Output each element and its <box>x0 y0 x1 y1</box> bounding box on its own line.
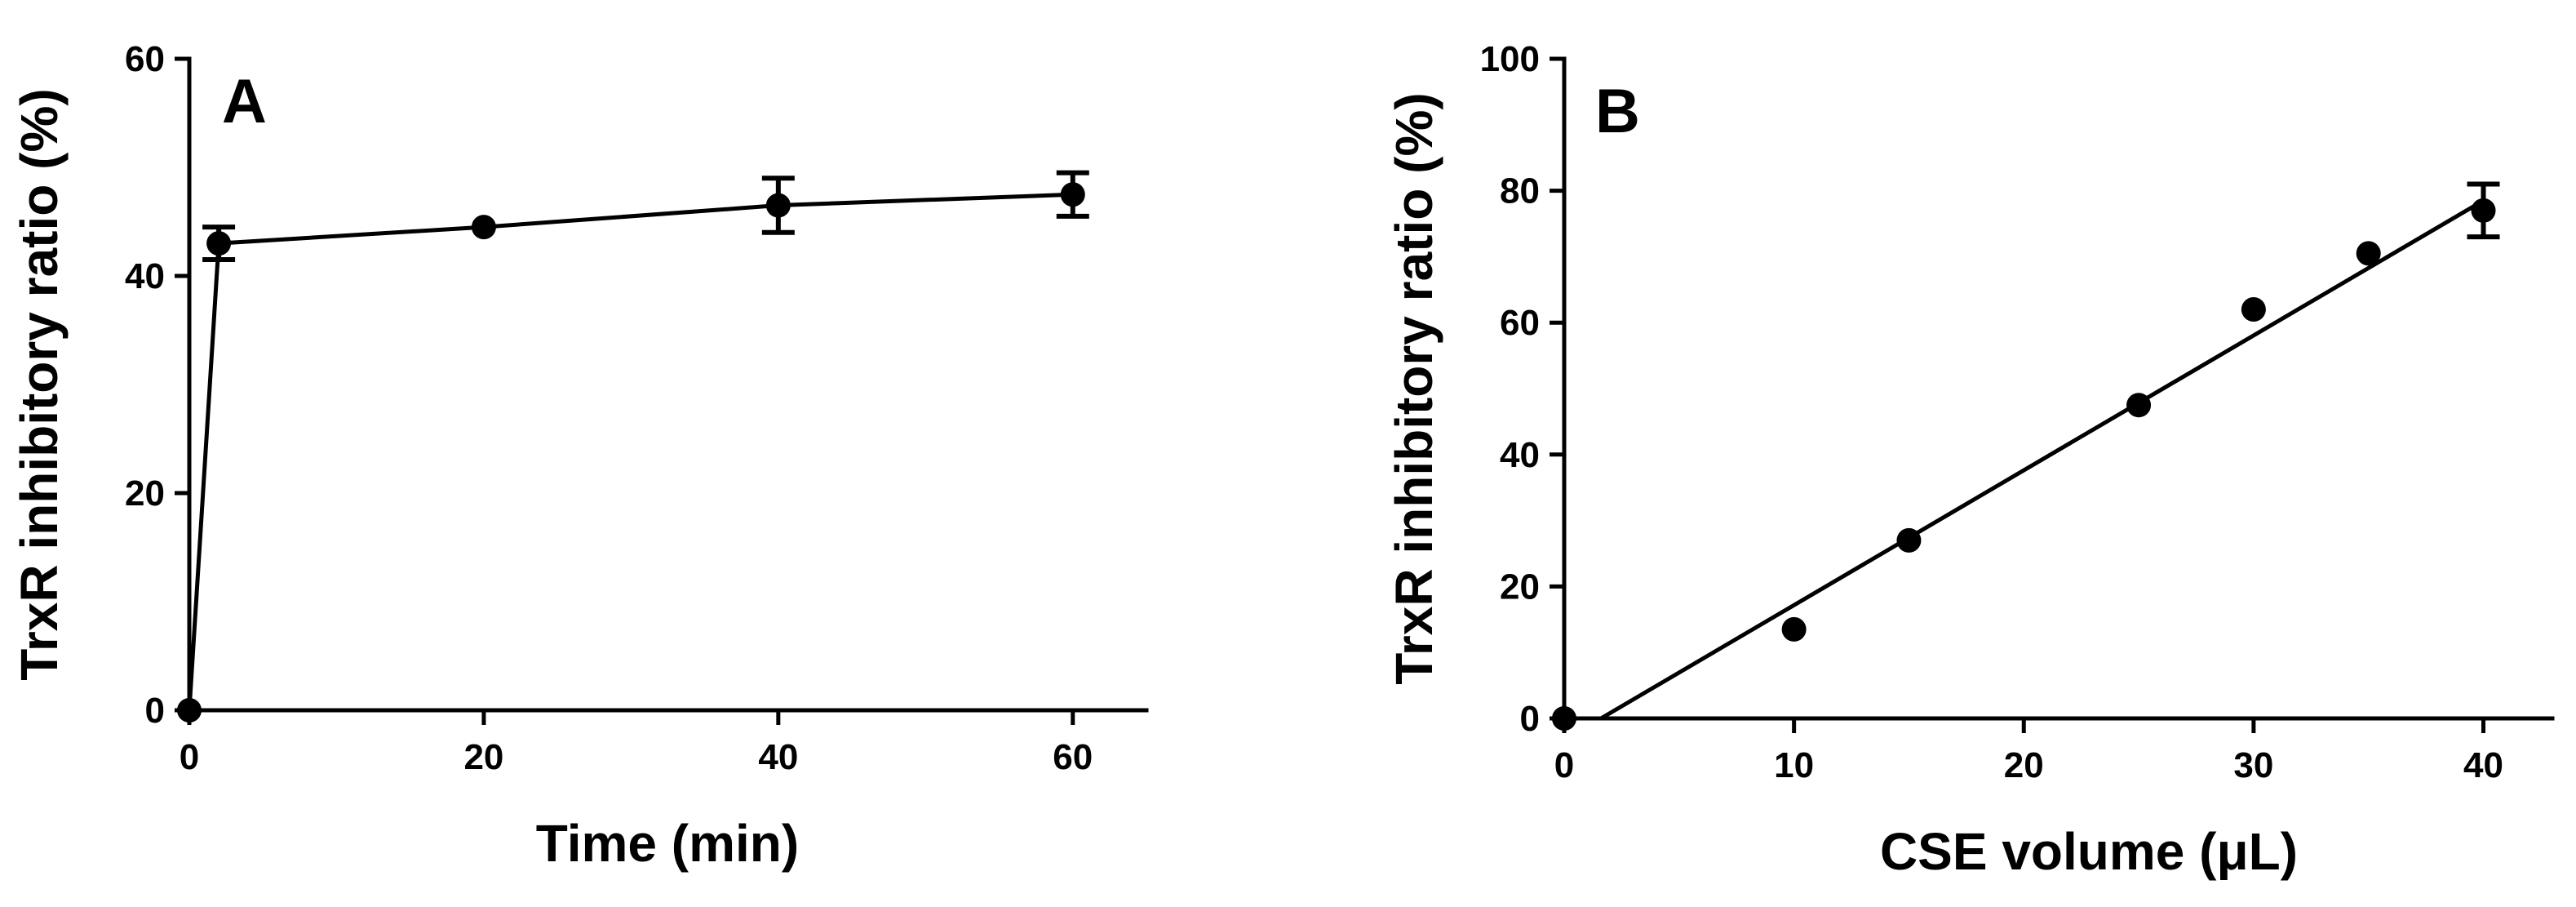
chart1-x-tick-label: 30 <box>2233 745 2273 785</box>
chart0: 0 20 40 60 0 20 40 60 Time (min) TrxR inhibitory … <box>10 39 1149 873</box>
chart0-data-point <box>177 698 202 722</box>
chart0-data-point <box>765 193 791 218</box>
chart0-y-axis-title: TrxR inhibitory ratio (%) <box>10 88 69 680</box>
chart1-y-tick-label: 80 <box>1500 171 1540 211</box>
chart1-data-point <box>2241 297 2266 322</box>
chart0-x-tick-label: 60 <box>1053 737 1093 777</box>
chart1-data-point <box>1781 616 1807 642</box>
chart0-x-axis-title: Time (min) <box>536 814 799 873</box>
chart0-data-point <box>206 231 232 256</box>
chart0-x-tick-label: 0 <box>180 737 199 777</box>
chart1-x-tick-label: 10 <box>1774 745 1814 785</box>
chart1-x-tick-label: 20 <box>2004 745 2044 785</box>
chart1-data-point <box>2126 393 2152 418</box>
chart0-y-tick-label: 40 <box>125 256 165 296</box>
chart1-fit-line <box>1599 198 2485 721</box>
chart0-series-line <box>187 192 1073 711</box>
chart1-x-tick-label: 40 <box>2463 745 2503 785</box>
chart1-y-tick-label: 100 <box>1480 39 1540 79</box>
chart1-x-axis-title: CSE volume (μL) <box>1880 822 2298 881</box>
chart0-x-tick-label: 20 <box>463 737 503 777</box>
chart1-y-axis-title: TrxR inhibitory ratio (%) <box>1385 92 1443 684</box>
chart1: 0 20 40 60 80 100 0 10 20 30 40 CSE volume (μL) TrxR… <box>1385 39 2555 881</box>
chart1-y-tick-label: 40 <box>1500 435 1540 475</box>
chart0-y-tick-label: 0 <box>145 691 165 731</box>
chart0-data-point <box>1060 182 1085 207</box>
chart1-data-point <box>1552 706 1576 731</box>
chart0-y-tick-label: 20 <box>125 474 165 514</box>
chart1-y-tick-label: 0 <box>1520 699 1540 739</box>
chart0-y-tick-label: 60 <box>125 39 165 79</box>
chart1-data-point <box>2356 241 2381 266</box>
chart1-data-point <box>1896 527 1922 553</box>
chart0-x-tick-label: 40 <box>758 737 798 777</box>
chart1-panel-label: B <box>1595 77 1640 146</box>
chart1-y-tick-label: 60 <box>1500 303 1540 343</box>
chart0-panel-label: A <box>222 67 267 136</box>
chart0-data-point <box>471 215 496 240</box>
chart1-y-tick-label: 20 <box>1500 567 1540 607</box>
chart1-x-tick-label: 0 <box>1554 745 1574 785</box>
chart1-data-point <box>2471 198 2496 223</box>
